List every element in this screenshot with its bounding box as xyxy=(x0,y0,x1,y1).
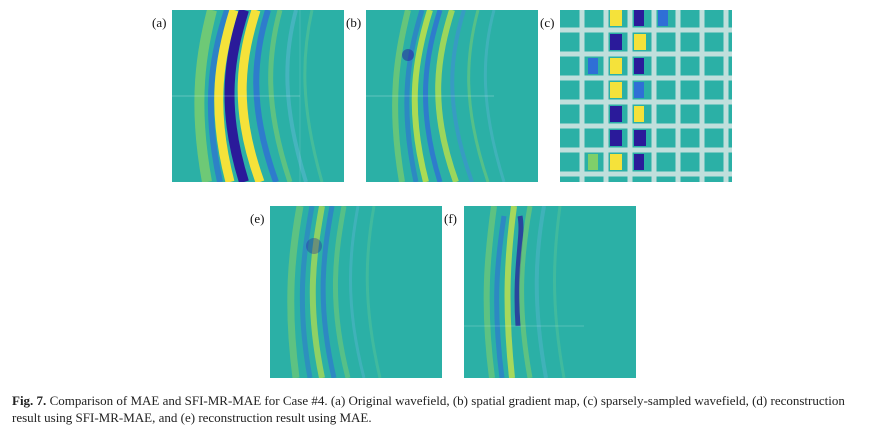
panel-label-e: (e) xyxy=(250,211,265,226)
panel-b-spatial-gradient-map xyxy=(366,10,538,182)
panel-label-c: (c) xyxy=(540,15,555,30)
wavefield-image-e xyxy=(270,206,442,378)
caption-text: Comparison of MAE and SFI-MR-MAE for Cas… xyxy=(12,393,845,425)
panel-a-original-wavefield xyxy=(172,10,344,182)
wavefield-image-c xyxy=(560,10,732,182)
panel-label-a: (a) xyxy=(152,15,167,30)
panel-label-f: (f) xyxy=(444,211,457,226)
panel-c-sparsely-sampled-wavefield xyxy=(560,10,732,182)
wavefield-image-a xyxy=(172,10,344,182)
wavefield-image-f xyxy=(464,206,636,378)
figure-id: Fig. 7. xyxy=(12,393,47,408)
wavefield-image-b xyxy=(366,10,538,182)
figure-caption: Fig. 7. Comparison of MAE and SFI-MR-MAE… xyxy=(12,392,872,426)
panel-f-reconstruction-sfi-mr-mae xyxy=(464,206,636,378)
panel-e-reconstruction-mae xyxy=(270,206,442,378)
panel-label-b: (b) xyxy=(346,15,362,30)
